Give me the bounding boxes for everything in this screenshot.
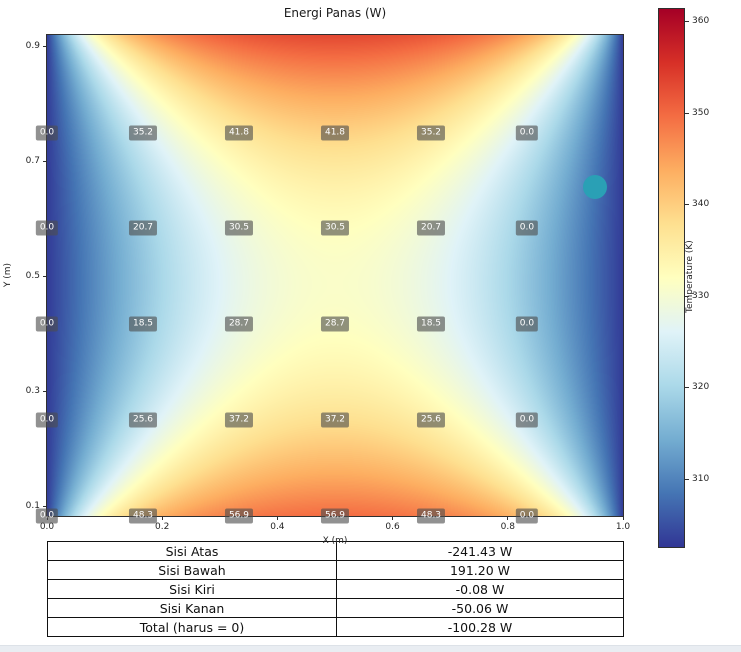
colorbar-tick-label: 310 — [692, 473, 710, 484]
y-tick-label: 0.5 — [25, 270, 40, 281]
x-tick-mark — [161, 516, 163, 520]
y-tick-mark — [43, 160, 47, 162]
x-tick-label: 1.0 — [615, 522, 631, 532]
colorbar-label: Temperature (K) — [685, 240, 695, 313]
colorbar-tick-label: 320 — [692, 382, 710, 393]
x-tick-label: 0.2 — [155, 522, 170, 532]
colorbar-tick-mark — [685, 21, 689, 23]
heat-value-annotation: 28.7 — [224, 316, 253, 332]
y-tick-label: 0.3 — [25, 385, 40, 396]
y-tick-label: 0.9 — [25, 40, 40, 51]
heat-value-annotation: 0.0 — [35, 220, 59, 236]
energy-table: Sisi Atas -241.43 W Sisi Bawah 191.20 W Sisi… — [47, 541, 624, 637]
colorbar-tick-label: 340 — [692, 199, 710, 210]
heat-value-annotation: 0.0 — [35, 316, 59, 332]
heat-value-annotation: 18.5 — [416, 316, 446, 332]
heat-value-annotation: 35.2 — [128, 125, 158, 141]
heat-value-annotation: 0.0 — [515, 316, 539, 332]
heat-value-annotation: 41.8 — [224, 125, 253, 141]
teal-marker-dot — [582, 175, 607, 200]
heatmap-canvas — [47, 35, 623, 516]
heat-value-annotation: 0.0 — [35, 508, 59, 524]
heat-value-annotation: 56.9 — [224, 508, 253, 524]
heat-value-annotation: 30.5 — [224, 220, 253, 236]
table-cell-value: 191.20 W — [336, 560, 624, 580]
chart-title: Energi Panas (W) — [283, 6, 387, 20]
table-cell-value: -100.28 W — [336, 617, 624, 637]
colorbar-tick-mark — [685, 478, 689, 480]
heat-value-annotation: 28.7 — [320, 316, 350, 332]
heat-value-annotation: 0.0 — [35, 125, 59, 141]
table-cell-value: -0.08 W — [336, 579, 624, 599]
heat-value-annotation: 30.5 — [320, 220, 350, 236]
heat-value-annotation: 37.2 — [320, 412, 350, 428]
table-cell-value: -50.06 W — [336, 598, 624, 618]
bottom-bar — [0, 645, 741, 652]
colorbar — [658, 8, 685, 548]
x-tick-label: 0.0 — [39, 522, 55, 532]
heat-value-annotation: 37.2 — [224, 412, 253, 428]
heat-value-annotation: 25.6 — [128, 412, 158, 428]
colorbar-tick-mark — [685, 295, 689, 297]
table-row: Total (harus = 0) -100.28 W — [47, 617, 624, 637]
heat-value-annotation: 20.7 — [416, 220, 446, 236]
colorbar-tick-label: 330 — [692, 290, 710, 301]
heat-value-annotation: 20.7 — [128, 220, 158, 236]
table-cell-label: Total (harus = 0) — [47, 617, 337, 637]
heat-value-annotation: 56.9 — [320, 508, 350, 524]
x-axis-label: X (m) — [322, 536, 348, 546]
table-cell-label: Sisi Bawah — [47, 560, 337, 580]
heat-value-annotation: 35.2 — [416, 125, 446, 141]
x-tick-label: 0.8 — [500, 522, 515, 532]
y-tick-mark — [43, 45, 47, 47]
colorbar-tick-mark — [685, 112, 689, 114]
table-row: Sisi Kanan -50.06 W — [47, 598, 624, 618]
x-tick-mark — [392, 516, 394, 520]
y-tick-mark — [43, 275, 47, 277]
heat-value-annotation: 48.3 — [128, 508, 158, 524]
heat-value-annotation: 25.6 — [416, 412, 446, 428]
heat-value-annotation: 41.8 — [320, 125, 350, 141]
colorbar-tick-label: 350 — [692, 107, 710, 118]
y-tick-label: 0.1 — [25, 500, 40, 511]
colorbar-tick-mark — [685, 204, 689, 206]
heat-value-annotation: 0.0 — [35, 412, 59, 428]
table-row: Sisi Bawah 191.20 W — [47, 560, 624, 580]
heat-value-annotation: 18.5 — [128, 316, 158, 332]
heat-value-annotation: 0.0 — [515, 125, 539, 141]
heatmap-plot — [46, 34, 624, 517]
table-cell-label: Sisi Kiri — [47, 579, 337, 599]
table-row: Sisi Kiri -0.08 W — [47, 579, 624, 599]
y-tick-mark — [43, 390, 47, 392]
colorbar-tick-label: 360 — [692, 16, 710, 27]
heat-value-annotation: 0.0 — [515, 508, 539, 524]
x-tick-mark — [276, 516, 278, 520]
heat-value-annotation: 48.3 — [416, 508, 446, 524]
y-tick-label: 0.7 — [25, 155, 40, 166]
y-tick-mark — [43, 505, 47, 507]
x-tick-mark — [507, 516, 509, 520]
x-tick-label: 0.4 — [270, 522, 285, 532]
table-cell-label: Sisi Kanan — [47, 598, 337, 618]
heat-value-annotation: 0.0 — [515, 220, 539, 236]
x-tick-label: 0.6 — [385, 522, 400, 532]
heat-value-annotation: 0.0 — [515, 412, 539, 428]
x-tick-mark — [622, 516, 624, 520]
colorbar-tick-mark — [685, 387, 689, 389]
